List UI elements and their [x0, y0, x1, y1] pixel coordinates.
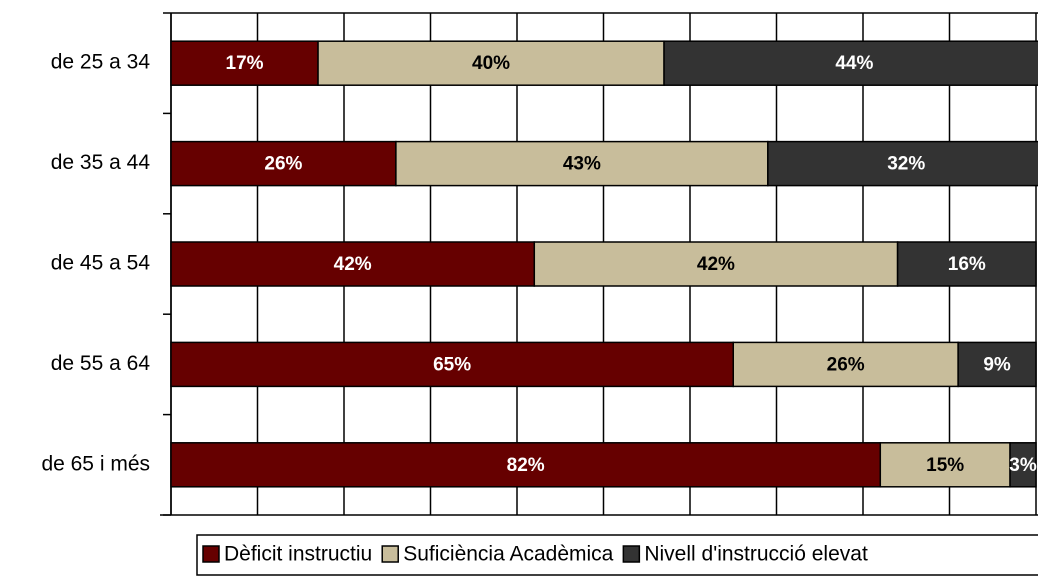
legend-label: Suficiència Acadèmica — [403, 543, 613, 566]
data-label: 82% — [507, 455, 545, 476]
bar-segment — [896, 241, 1037, 287]
bar-segment — [1009, 442, 1037, 488]
bar-segment — [170, 241, 536, 287]
bar-segment — [663, 40, 1038, 86]
bar-segment — [957, 341, 1037, 388]
bar-segment — [879, 442, 1011, 488]
bar-segment — [170, 341, 734, 388]
data-label: 44% — [835, 53, 873, 74]
bar-segment — [732, 341, 959, 388]
legend-swatch — [622, 545, 641, 563]
data-label: 40% — [472, 53, 510, 74]
legend-box — [196, 534, 1038, 576]
data-label: 17% — [226, 53, 264, 74]
data-label: 65% — [433, 354, 471, 375]
y-tick-label: de 45 a 54 — [51, 252, 151, 275]
data-label: 42% — [697, 254, 735, 275]
legend-label: Dèficit instructiu — [224, 543, 372, 566]
bar-segment — [767, 140, 1038, 187]
legend-swatch — [381, 545, 399, 563]
data-label: 32% — [887, 154, 925, 175]
data-label: 26% — [264, 154, 302, 175]
data-label: 9% — [983, 354, 1011, 375]
y-tick-label: de 35 a 44 — [51, 151, 151, 174]
y-tick-label: de 65 i més — [41, 452, 150, 475]
data-label: 16% — [948, 254, 986, 275]
bar-segment — [395, 140, 769, 187]
bar-segment — [170, 140, 397, 187]
data-label: 3% — [1009, 455, 1037, 476]
legend-label: Nivell d'instrucció elevat — [644, 543, 868, 566]
bar-segment — [533, 241, 899, 287]
data-label: 43% — [563, 154, 601, 175]
y-tick-label: de 25 a 34 — [51, 51, 151, 74]
legend-swatch — [202, 545, 220, 563]
bar-segment — [170, 442, 882, 488]
data-label: 42% — [334, 254, 372, 275]
data-label: 26% — [827, 354, 865, 375]
y-tick-label: de 55 a 64 — [51, 352, 151, 375]
data-label: 15% — [926, 455, 964, 476]
